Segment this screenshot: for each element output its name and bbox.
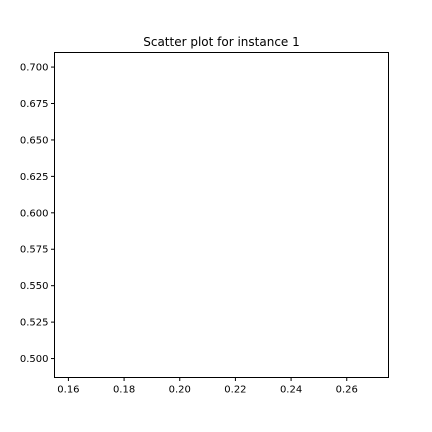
y-tick-label: 0.525 [20, 318, 49, 329]
y-tick-label: 0.625 [20, 172, 49, 183]
y-tick-label: 0.600 [20, 208, 49, 219]
y-axis: 0.500 0.525 0.550 0.575 0.600 0.625 0.650 0.675… [20, 63, 55, 365]
x-tick-label: 0.20 [169, 385, 191, 396]
x-tick-label: 0.26 [336, 385, 358, 396]
y-tick-label: 0.650 [20, 135, 49, 146]
y-tick-label: 0.575 [20, 245, 49, 256]
y-tick-label: 0.700 [20, 63, 49, 74]
y-tick-label: 0.675 [20, 99, 49, 110]
x-tick-label: 0.16 [57, 385, 79, 396]
chart-title: Scatter plot for instance 1 [143, 35, 300, 49]
x-tick-label: 0.24 [280, 385, 302, 396]
plot-area [54, 52, 389, 378]
x-axis: 0.16 0.18 0.20 0.22 0.24 0.26 [57, 377, 358, 396]
y-tick-label: 0.500 [20, 354, 49, 365]
x-tick-label: 0.18 [113, 385, 135, 396]
x-tick-label: 0.22 [224, 385, 246, 396]
y-tick-label: 0.550 [20, 281, 49, 292]
